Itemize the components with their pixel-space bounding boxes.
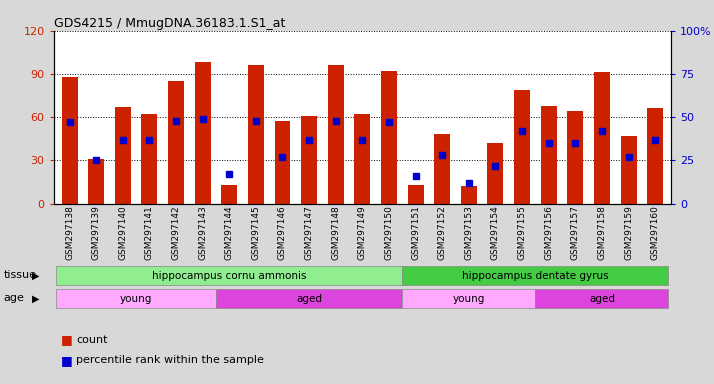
- Bar: [248, 65, 264, 204]
- Text: percentile rank within the sample: percentile rank within the sample: [76, 355, 264, 365]
- Bar: [354, 114, 371, 204]
- Text: GDS4215 / MmugDNA.36183.1.S1_at: GDS4215 / MmugDNA.36183.1.S1_at: [54, 17, 285, 30]
- Bar: [594, 73, 610, 204]
- Text: ▶: ▶: [32, 293, 40, 303]
- Text: ▶: ▶: [32, 270, 40, 280]
- Bar: [402, 289, 536, 308]
- Bar: [115, 107, 131, 204]
- Bar: [221, 185, 237, 204]
- Bar: [168, 81, 184, 204]
- Bar: [647, 109, 663, 204]
- Bar: [381, 71, 397, 204]
- Text: hippocampus dentate gyrus: hippocampus dentate gyrus: [462, 270, 609, 281]
- Text: ■: ■: [61, 333, 72, 346]
- Text: aged: aged: [296, 293, 322, 304]
- Bar: [274, 121, 291, 204]
- Text: young: young: [120, 293, 152, 304]
- Bar: [461, 186, 477, 204]
- Bar: [434, 134, 451, 204]
- Bar: [56, 289, 216, 308]
- Text: young: young: [453, 293, 485, 304]
- Bar: [328, 65, 343, 204]
- Bar: [56, 266, 402, 285]
- Bar: [216, 289, 402, 308]
- Bar: [536, 289, 668, 308]
- Bar: [301, 116, 317, 204]
- Bar: [402, 266, 668, 285]
- Bar: [408, 185, 423, 204]
- Bar: [568, 111, 583, 204]
- Bar: [88, 159, 104, 204]
- Bar: [195, 62, 211, 204]
- Text: aged: aged: [589, 293, 615, 304]
- Text: ■: ■: [61, 354, 72, 367]
- Text: hippocampus cornu ammonis: hippocampus cornu ammonis: [152, 270, 306, 281]
- Bar: [141, 114, 157, 204]
- Text: count: count: [76, 335, 108, 345]
- Text: age: age: [4, 293, 24, 303]
- Bar: [620, 136, 637, 204]
- Bar: [514, 90, 530, 204]
- Bar: [540, 106, 557, 204]
- Text: tissue: tissue: [4, 270, 36, 280]
- Bar: [488, 143, 503, 204]
- Bar: [61, 77, 78, 204]
